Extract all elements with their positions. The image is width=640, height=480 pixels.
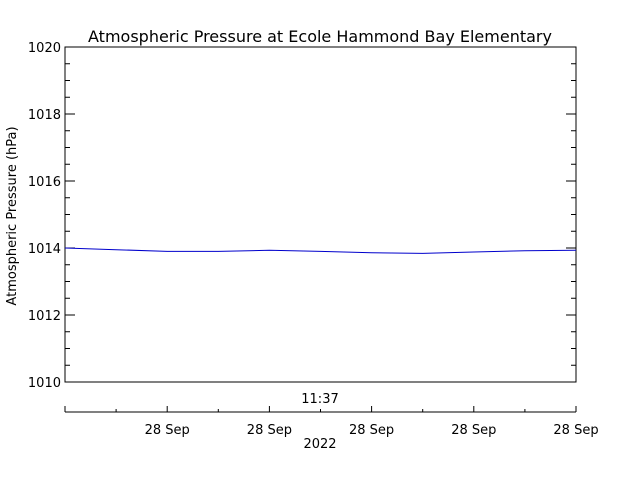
y-axis-label: Atmospheric Pressure (hPa)	[5, 126, 20, 305]
x-tick-label: 28 Sep	[145, 423, 190, 438]
x-tick-label: 28 Sep	[349, 423, 394, 438]
chart-title: Atmospheric Pressure at Ecole Hammond Ba…	[88, 27, 552, 46]
x-tick-label: 28 Sep	[553, 423, 598, 438]
y-tick-label: 1014	[28, 242, 61, 257]
x-year-label: 2022	[303, 437, 336, 452]
y-tick-label: 1012	[28, 309, 61, 324]
plot-frame	[64, 46, 577, 383]
y-tick-label: 1010	[28, 376, 61, 391]
y-tick-label: 1020	[28, 41, 61, 56]
x-tick-label: 28 Sep	[247, 423, 292, 438]
y-tick-label: 1018	[28, 108, 61, 123]
series-line	[64, 247, 577, 254]
y-tick-label: 1016	[28, 175, 61, 190]
x-time-label: 11:37	[301, 392, 338, 407]
x-tick-label: 28 Sep	[451, 423, 496, 438]
